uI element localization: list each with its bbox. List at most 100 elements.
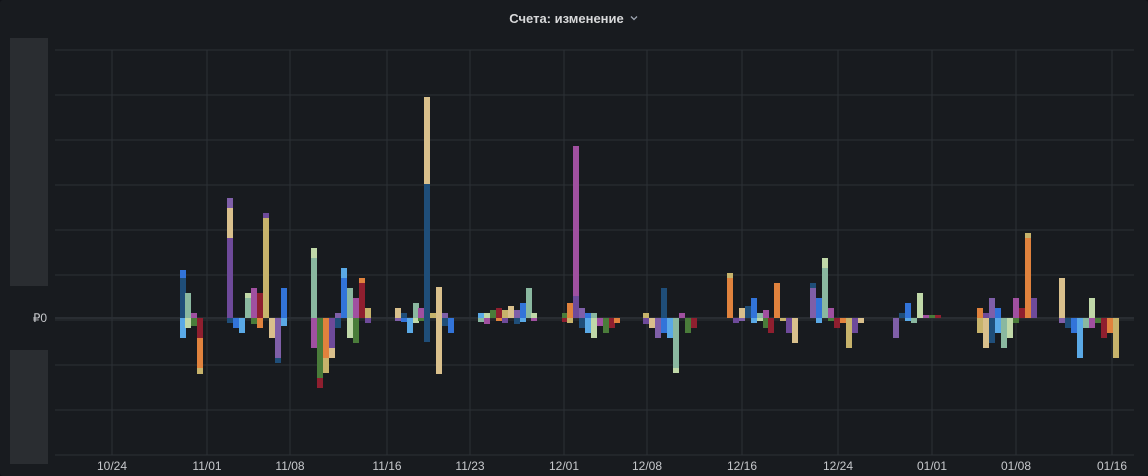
bar-segment xyxy=(1065,318,1071,328)
bar-segment xyxy=(786,318,792,333)
chevron-down-icon[interactable] xyxy=(629,13,639,23)
bar-segment xyxy=(341,268,347,278)
bar-segment xyxy=(757,313,763,318)
bar-segment xyxy=(478,318,484,322)
y-axis-redacted-bottom xyxy=(10,350,48,464)
bar-segment xyxy=(251,288,257,318)
bar-segment xyxy=(989,298,995,318)
bar-segment xyxy=(311,318,317,348)
bar-segment xyxy=(661,318,667,333)
bar-segment xyxy=(792,318,798,343)
bar-segment xyxy=(905,318,911,321)
bar-segment xyxy=(180,278,186,318)
bar-segment xyxy=(661,288,667,318)
bar-segment xyxy=(739,308,745,318)
bar-segment xyxy=(585,318,591,333)
bar-segment xyxy=(329,348,335,358)
bar-segment xyxy=(591,313,597,318)
bar-segment xyxy=(995,308,1001,318)
bar-segment xyxy=(335,318,341,328)
bar-segment xyxy=(643,318,649,324)
bar-segment xyxy=(424,97,430,184)
bar-segment xyxy=(424,184,430,342)
bar-segment xyxy=(733,318,739,323)
bar-segment xyxy=(1113,318,1119,358)
bar-segment xyxy=(365,318,371,323)
bar-segment xyxy=(852,318,858,333)
bar-segment xyxy=(502,318,508,323)
bar-segment xyxy=(989,318,995,343)
bar-segment xyxy=(245,293,251,298)
bar-segment xyxy=(727,278,733,318)
bar-segment xyxy=(1031,298,1037,318)
x-tick-label: 10/24 xyxy=(97,459,127,473)
bar-segment xyxy=(567,303,573,318)
bar-segment xyxy=(520,303,526,318)
bar-segment xyxy=(263,213,269,218)
bar-segment xyxy=(395,308,401,318)
bar-segment xyxy=(579,308,585,318)
bar-segment xyxy=(359,278,365,283)
bar-segment xyxy=(1059,318,1065,323)
bar-segment xyxy=(828,318,834,321)
x-tick-label: 11/08 xyxy=(275,459,304,473)
bar-segment xyxy=(191,318,197,326)
bar-segment xyxy=(418,308,424,318)
bar-segment xyxy=(478,313,484,318)
bar-segment xyxy=(768,318,774,333)
bar-segment xyxy=(840,318,846,323)
bar-segment xyxy=(562,318,568,322)
bar-segment xyxy=(239,318,245,333)
bars xyxy=(180,97,1119,388)
bar-segment xyxy=(1025,233,1031,238)
bar-segment xyxy=(1013,298,1019,318)
bar-segment xyxy=(531,318,537,321)
bar-segment xyxy=(603,318,609,333)
bar-segment xyxy=(442,313,448,318)
bar-segment xyxy=(430,313,436,318)
bar-segment xyxy=(763,318,769,328)
bar-segment xyxy=(418,318,424,321)
bar-segment xyxy=(341,278,347,318)
bar-segment xyxy=(1107,318,1113,333)
bar-segment xyxy=(245,298,251,318)
bar-segment xyxy=(401,313,407,318)
bar-segment xyxy=(751,298,757,318)
bar-segment xyxy=(745,306,751,318)
y-tick-label: ₽0 xyxy=(33,311,48,325)
bar-segment xyxy=(828,308,834,318)
bar-segment xyxy=(233,318,239,328)
bar-segment xyxy=(667,318,673,338)
panel-header[interactable]: Счета: изменение xyxy=(0,0,1148,36)
x-tick-label: 12/08 xyxy=(632,459,662,473)
bar-segment xyxy=(899,313,905,318)
bar-segment xyxy=(227,208,233,238)
bar-segment xyxy=(347,288,353,318)
bar-segment xyxy=(1095,318,1101,323)
bar-segment xyxy=(780,318,786,321)
bar-segment xyxy=(227,198,233,208)
bar-segment xyxy=(227,238,233,318)
x-tick-label: 11/16 xyxy=(372,459,401,473)
bar-segment xyxy=(1013,318,1019,323)
bar-segment xyxy=(1007,318,1013,338)
bar-segment xyxy=(526,288,532,318)
bar-segment xyxy=(995,318,1001,333)
bar-segment xyxy=(317,318,323,378)
bar-segment xyxy=(317,378,323,388)
bar-segment xyxy=(395,318,401,321)
y-axis-labels: ₽0 xyxy=(33,311,48,325)
bar-segment xyxy=(484,318,490,324)
bar-segment xyxy=(180,318,186,338)
bar-segment xyxy=(365,308,371,318)
bar-segment xyxy=(810,283,816,288)
bar-segment xyxy=(579,318,585,328)
panel-title: Счета: изменение xyxy=(509,10,624,26)
x-tick-label: 01/16 xyxy=(1097,459,1127,473)
bar-segment xyxy=(1025,238,1031,318)
bar-segment xyxy=(751,318,757,323)
bar-segment xyxy=(496,308,502,318)
bar-segment xyxy=(263,218,269,318)
